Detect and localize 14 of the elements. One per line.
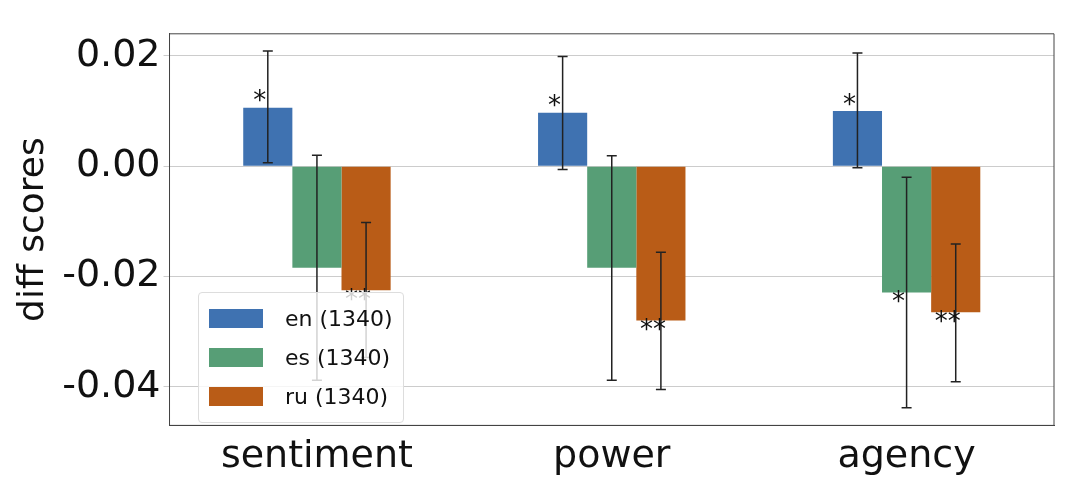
y-tick-label: -0.04 [62,361,161,406]
y-tick-label: 0.02 [75,30,161,75]
data-label: * [253,85,267,116]
legend-label: es (1340) [285,345,391,370]
data-label: * [842,88,856,119]
x-tick-label: sentiment [220,432,413,477]
data-label: * [892,286,906,317]
legend-label: ru (1340) [285,384,389,409]
y-axis-title: diff scores [9,137,51,322]
data-label: * [548,90,562,121]
y-tick-label: -0.02 [62,251,161,296]
x-tick-label: agency [837,432,976,477]
y-tick-label: 0.00 [75,141,161,186]
x-tick-label: power [553,432,671,477]
